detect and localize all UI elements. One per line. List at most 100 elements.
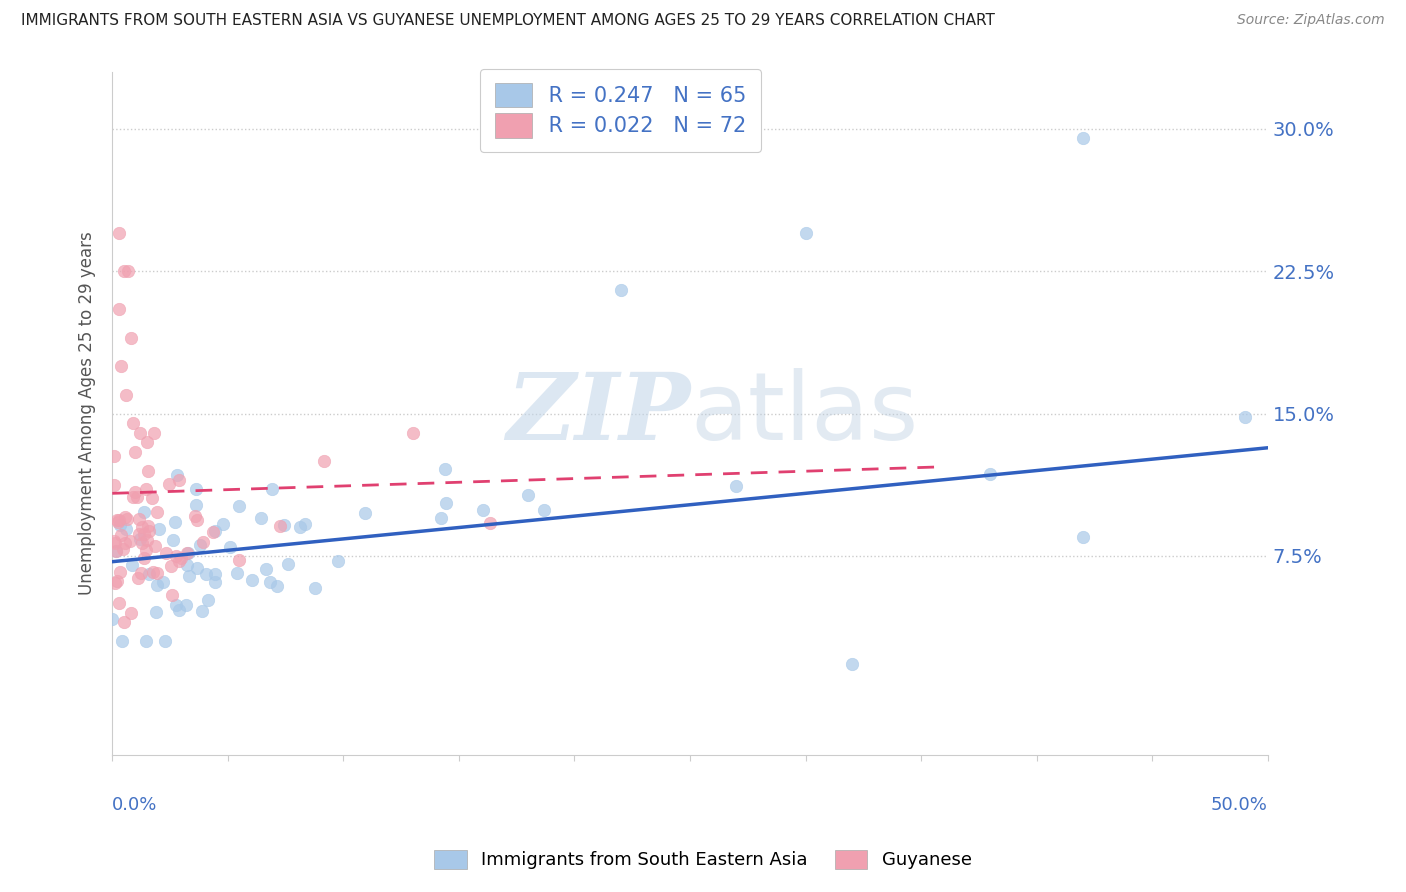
Point	[160, 559, 183, 574]
Point	[176, 546, 198, 560]
Point	[103, 536, 125, 550]
Point	[160, 588, 183, 602]
Point	[165, 515, 187, 529]
Point	[120, 606, 142, 620]
Point	[146, 505, 169, 519]
Point	[108, 302, 131, 317]
Point	[269, 519, 291, 533]
Point	[146, 578, 169, 592]
Point	[115, 387, 138, 401]
Point	[204, 566, 226, 581]
Point	[132, 551, 155, 566]
Point	[138, 566, 160, 581]
Point	[112, 264, 135, 278]
Point	[219, 541, 242, 555]
Point	[132, 505, 155, 519]
Y-axis label: Unemployment Among Ages 25 to 29 years: Unemployment Among Ages 25 to 29 years	[79, 232, 96, 596]
Point	[254, 562, 277, 576]
Point	[135, 435, 157, 450]
Point	[105, 513, 128, 527]
Point	[122, 416, 145, 430]
Point	[1233, 410, 1256, 425]
Text: IMMIGRANTS FROM SOUTH EASTERN ASIA VS GUYANESE UNEMPLOYMENT AMONG AGES 25 TO 29 : IMMIGRANTS FROM SOUTH EASTERN ASIA VS GU…	[21, 13, 995, 29]
Point	[533, 503, 555, 517]
Point	[304, 581, 326, 595]
Point	[1071, 131, 1094, 145]
Text: 0.0%: 0.0%	[112, 797, 157, 814]
Point	[167, 473, 190, 487]
Point	[136, 533, 159, 548]
Point	[188, 538, 211, 552]
Point	[124, 444, 146, 458]
Point	[266, 579, 288, 593]
Point	[176, 558, 198, 573]
Point	[170, 550, 193, 565]
Point	[127, 491, 149, 505]
Point	[120, 331, 142, 345]
Point	[135, 634, 157, 648]
Point	[179, 568, 201, 582]
Point	[259, 574, 281, 589]
Point	[155, 546, 177, 560]
Point	[136, 518, 159, 533]
Point	[121, 490, 143, 504]
Point	[101, 612, 124, 626]
Text: ZIP: ZIP	[506, 368, 690, 458]
Point	[162, 533, 184, 547]
Point	[184, 508, 207, 523]
Point	[128, 532, 150, 546]
Point	[108, 226, 131, 240]
Point	[124, 485, 146, 500]
Point	[146, 566, 169, 580]
Point	[134, 526, 156, 541]
Point	[148, 522, 170, 536]
Point	[114, 522, 136, 536]
Point	[114, 509, 136, 524]
Point	[129, 566, 152, 580]
Point	[204, 524, 226, 538]
Point	[353, 506, 375, 520]
Point	[433, 462, 456, 476]
Point	[326, 554, 349, 568]
Point	[277, 557, 299, 571]
Point	[184, 483, 207, 497]
Point	[249, 511, 271, 525]
Point	[157, 476, 180, 491]
Point	[517, 488, 540, 502]
Point	[211, 517, 233, 532]
Point	[434, 495, 457, 509]
Point	[165, 598, 187, 612]
Point	[841, 657, 863, 672]
Point	[138, 464, 160, 478]
Point	[240, 574, 263, 588]
Point	[108, 597, 131, 611]
Point	[114, 536, 136, 550]
Point	[108, 513, 131, 527]
Point	[111, 541, 134, 556]
Point	[129, 425, 152, 440]
Point	[112, 615, 135, 630]
Point	[167, 603, 190, 617]
Point	[165, 549, 187, 563]
Point	[128, 512, 150, 526]
Point	[166, 468, 188, 483]
Point	[108, 517, 131, 532]
Point	[191, 535, 214, 549]
Point	[184, 498, 207, 512]
Point	[186, 513, 208, 527]
Point	[260, 483, 283, 497]
Legend: Immigrants from South Eastern Asia, Guyanese: Immigrants from South Eastern Asia, Guya…	[425, 841, 981, 879]
Point	[225, 566, 247, 580]
Point	[228, 499, 250, 513]
Point	[103, 478, 125, 492]
Point	[429, 510, 451, 524]
Point	[979, 467, 1001, 482]
Point	[153, 634, 176, 648]
Text: 50.0%: 50.0%	[1211, 797, 1268, 814]
Point	[121, 558, 143, 572]
Point	[105, 574, 128, 588]
Point	[294, 516, 316, 531]
Point	[138, 524, 160, 538]
Legend:  R = 0.247   N = 65,  R = 0.022   N = 72: R = 0.247 N = 65, R = 0.022 N = 72	[479, 69, 762, 153]
Point	[135, 543, 157, 558]
